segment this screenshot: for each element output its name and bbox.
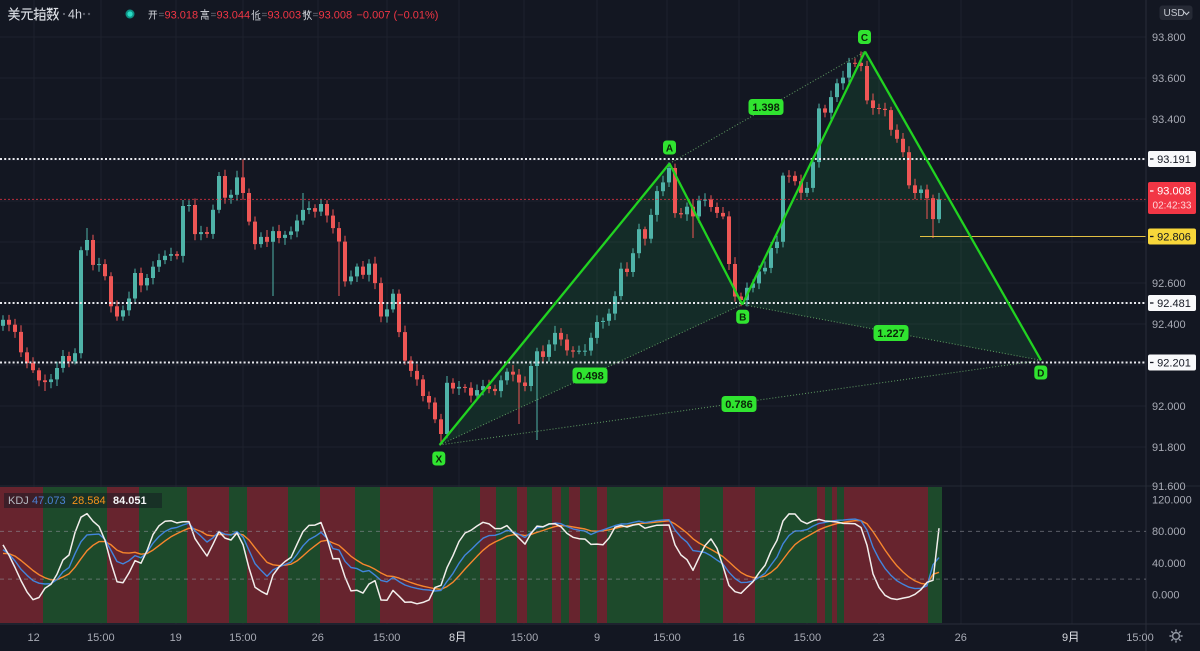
svg-text:02:42:33: 02:42:33 xyxy=(1153,201,1192,212)
svg-text:0.786: 0.786 xyxy=(725,399,753,411)
svg-text:4h: 4h xyxy=(68,8,82,22)
svg-text:1.227: 1.227 xyxy=(877,328,905,340)
svg-text:93.600: 93.600 xyxy=(1152,73,1186,85)
svg-text:93.008: 93.008 xyxy=(319,10,353,22)
svg-text:15:00: 15:00 xyxy=(653,632,681,644)
svg-text:0.000: 0.000 xyxy=(1152,590,1180,602)
svg-text:−0.007 (−0.01%): −0.007 (−0.01%) xyxy=(357,10,439,22)
svg-text:19: 19 xyxy=(170,632,182,644)
svg-text:15:00: 15:00 xyxy=(1126,632,1154,644)
svg-text:15:00: 15:00 xyxy=(373,632,401,644)
svg-text:0.498: 0.498 xyxy=(576,370,604,382)
svg-text:15:00: 15:00 xyxy=(229,632,257,644)
svg-text:D: D xyxy=(1037,368,1044,379)
svg-text:93.191: 93.191 xyxy=(1157,154,1191,166)
svg-text:15:00: 15:00 xyxy=(511,632,539,644)
svg-text:93.044: 93.044 xyxy=(217,10,251,22)
svg-text:12: 12 xyxy=(27,632,39,644)
svg-text:84.051: 84.051 xyxy=(113,495,147,507)
svg-text:=: = xyxy=(262,10,268,21)
svg-text:15:00: 15:00 xyxy=(87,632,115,644)
svg-text:15:00: 15:00 xyxy=(794,632,822,644)
svg-text:9: 9 xyxy=(594,632,600,644)
svg-text:USD: USD xyxy=(1164,8,1185,19)
svg-text:26: 26 xyxy=(955,632,967,644)
svg-text:9: 9 xyxy=(1062,632,1068,644)
svg-text:40.000: 40.000 xyxy=(1152,558,1186,570)
svg-text:8: 8 xyxy=(449,632,455,644)
svg-text:92.806: 92.806 xyxy=(1157,231,1191,243)
svg-text:92.481: 92.481 xyxy=(1157,298,1191,310)
svg-text:16: 16 xyxy=(732,632,744,644)
svg-text:93.018: 93.018 xyxy=(165,10,199,22)
svg-text:KDJ: KDJ xyxy=(8,495,29,507)
svg-text:C: C xyxy=(861,33,868,44)
svg-text:120.000: 120.000 xyxy=(1152,494,1192,506)
svg-text:92.201: 92.201 xyxy=(1157,357,1191,369)
svg-text:1.398: 1.398 xyxy=(752,102,780,114)
svg-text:92.000: 92.000 xyxy=(1152,401,1186,413)
svg-text:=: = xyxy=(159,10,165,21)
svg-text:=: = xyxy=(211,10,217,21)
svg-text:80.000: 80.000 xyxy=(1152,526,1186,538)
svg-text:93.800: 93.800 xyxy=(1152,32,1186,44)
svg-text:=: = xyxy=(313,10,319,21)
svg-text:26: 26 xyxy=(312,632,324,644)
svg-text:93.400: 93.400 xyxy=(1152,114,1186,126)
svg-text:B: B xyxy=(739,313,746,324)
svg-text:92.600: 92.600 xyxy=(1152,278,1186,290)
svg-text:91.600: 91.600 xyxy=(1152,481,1186,493)
svg-text:92.400: 92.400 xyxy=(1152,319,1186,331)
svg-text:X: X xyxy=(435,454,442,465)
svg-text:47.073: 47.073 xyxy=(32,495,66,507)
svg-text:28.584: 28.584 xyxy=(72,495,106,507)
svg-text:23: 23 xyxy=(873,632,885,644)
svg-text:93.008: 93.008 xyxy=(1157,186,1191,198)
svg-text:91.800: 91.800 xyxy=(1152,442,1186,454)
svg-text:93.003: 93.003 xyxy=(268,10,302,22)
svg-text:A: A xyxy=(666,143,673,154)
